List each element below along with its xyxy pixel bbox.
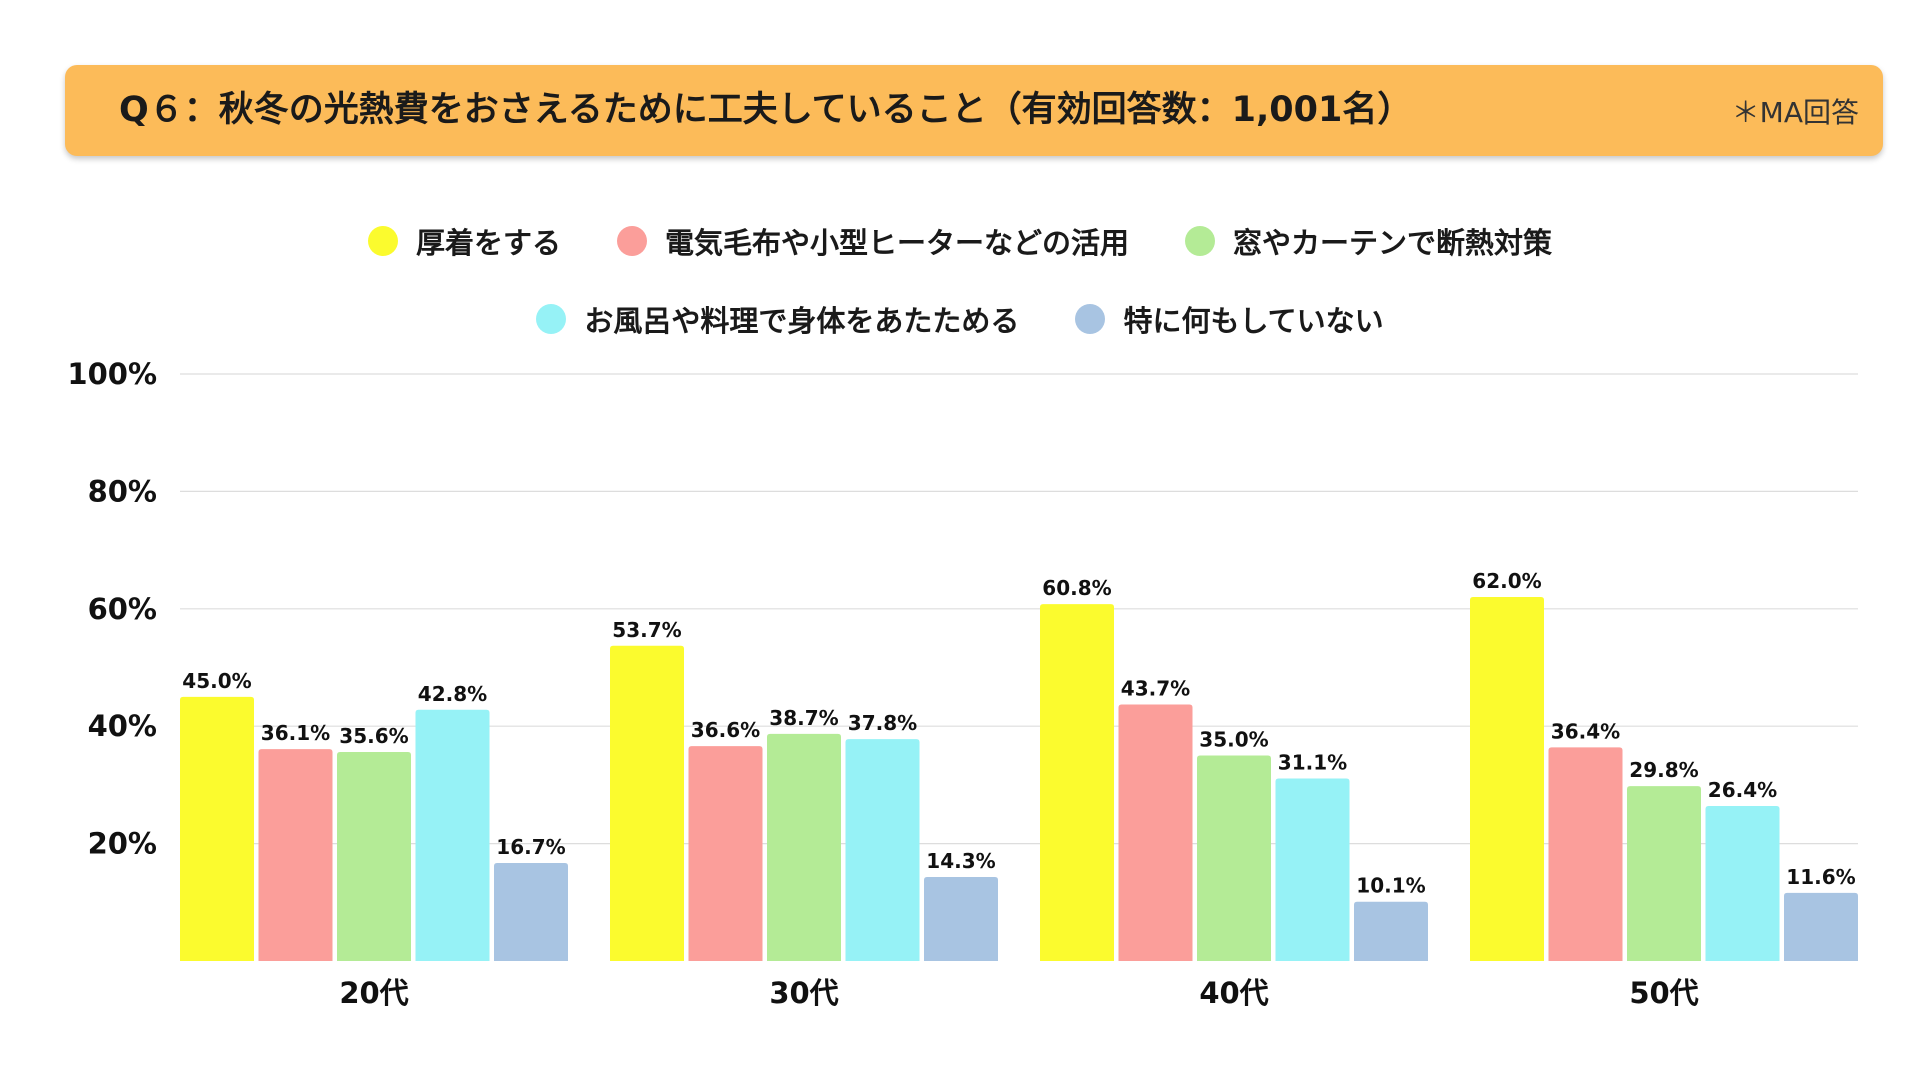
data-label: 37.8% bbox=[848, 711, 917, 735]
y-tick-label: 40% bbox=[88, 709, 157, 743]
legend-swatch-icon bbox=[1185, 226, 1215, 256]
data-label: 35.0% bbox=[1199, 728, 1268, 752]
data-label: 35.6% bbox=[339, 724, 408, 748]
data-label: 62.0% bbox=[1472, 569, 1541, 593]
data-label: 42.8% bbox=[418, 682, 487, 706]
bar bbox=[1705, 806, 1780, 961]
legend-item-electric-heater: 電気毛布や小型ヒーターなどの活用 bbox=[616, 220, 1129, 262]
bar bbox=[1548, 747, 1623, 961]
legend-item-bath-cooking: お風呂や料理で身体をあたためる bbox=[536, 298, 1019, 340]
data-label: 10.1% bbox=[1356, 874, 1425, 898]
bar bbox=[1784, 892, 1858, 961]
bar bbox=[1275, 778, 1350, 961]
legend-label: お風呂や料理で身体をあたためる bbox=[584, 304, 1020, 338]
bar bbox=[1354, 901, 1428, 961]
x-tick-label: 30代 bbox=[769, 976, 838, 1010]
legend-swatch-icon bbox=[536, 304, 567, 334]
data-label: 36.1% bbox=[261, 721, 330, 745]
data-label: 43.7% bbox=[1121, 676, 1190, 700]
data-label: 14.3% bbox=[926, 849, 995, 873]
legend-label: 特に何もしていない bbox=[1123, 304, 1384, 338]
answer-type-note: ＊MA回答 bbox=[1731, 96, 1859, 129]
y-tick-label: 100% bbox=[67, 357, 157, 391]
bar bbox=[845, 739, 920, 961]
bar bbox=[415, 709, 490, 961]
bar bbox=[688, 746, 763, 961]
legend-swatch-icon bbox=[616, 226, 647, 256]
bar bbox=[1470, 597, 1544, 961]
data-label: 45.0% bbox=[182, 669, 251, 693]
chart-title: Q６：秋冬の光熱費をおさえるために工夫していること（有効回答数：1,001名） bbox=[119, 90, 1413, 130]
legend-label: 窓やカーテンで断熱対策 bbox=[1233, 226, 1553, 260]
bar bbox=[337, 752, 411, 961]
data-label: 36.4% bbox=[1551, 719, 1620, 743]
data-label: 29.8% bbox=[1629, 758, 1698, 782]
bar bbox=[1040, 604, 1114, 961]
legend-label: 厚着をする bbox=[415, 226, 561, 260]
data-label: 36.6% bbox=[691, 718, 760, 742]
y-tick-label: 20% bbox=[88, 827, 157, 861]
legend-swatch-icon bbox=[1075, 304, 1106, 334]
data-label: 26.4% bbox=[1708, 778, 1777, 802]
title-banner: Q６：秋冬の光熱費をおさえるために工夫していること（有効回答数：1,001名） … bbox=[65, 65, 1883, 156]
data-label: 11.6% bbox=[1786, 865, 1855, 889]
x-tick-label: 20代 bbox=[339, 976, 408, 1010]
bar bbox=[258, 749, 333, 961]
legend-label: 電気毛布や小型ヒーターなどの活用 bbox=[664, 226, 1129, 260]
data-label: 60.8% bbox=[1042, 576, 1111, 600]
bar bbox=[1627, 786, 1701, 961]
legend-swatch-icon bbox=[367, 226, 398, 256]
x-tick-label: 40代 bbox=[1199, 976, 1268, 1010]
bar bbox=[494, 862, 568, 961]
data-label: 31.1% bbox=[1278, 750, 1347, 774]
legend-item-thick-clothing: 厚着をする bbox=[367, 220, 561, 262]
legend-item-nothing: 特に何もしていない bbox=[1075, 298, 1384, 340]
legend-row-1: 厚着をする 電気毛布や小型ヒーターなどの活用 窓やカーテンで断熱対策 bbox=[0, 218, 1920, 264]
legend-row-2: お風呂や料理で身体をあたためる 特に何もしていない bbox=[0, 296, 1920, 342]
data-label: 38.7% bbox=[769, 706, 838, 730]
bar bbox=[1118, 704, 1193, 961]
y-tick-label: 80% bbox=[88, 474, 157, 508]
bar bbox=[610, 645, 684, 961]
legend-item-window-insulation: 窓やカーテンで断熱対策 bbox=[1185, 220, 1552, 262]
x-tick-label: 50代 bbox=[1629, 976, 1698, 1010]
data-label: 53.7% bbox=[612, 618, 681, 642]
bar bbox=[767, 733, 841, 961]
y-tick-label: 60% bbox=[88, 592, 157, 626]
bar bbox=[1197, 755, 1271, 961]
bar bbox=[180, 696, 254, 961]
data-label: 16.7% bbox=[496, 835, 565, 859]
bar bbox=[924, 877, 998, 961]
